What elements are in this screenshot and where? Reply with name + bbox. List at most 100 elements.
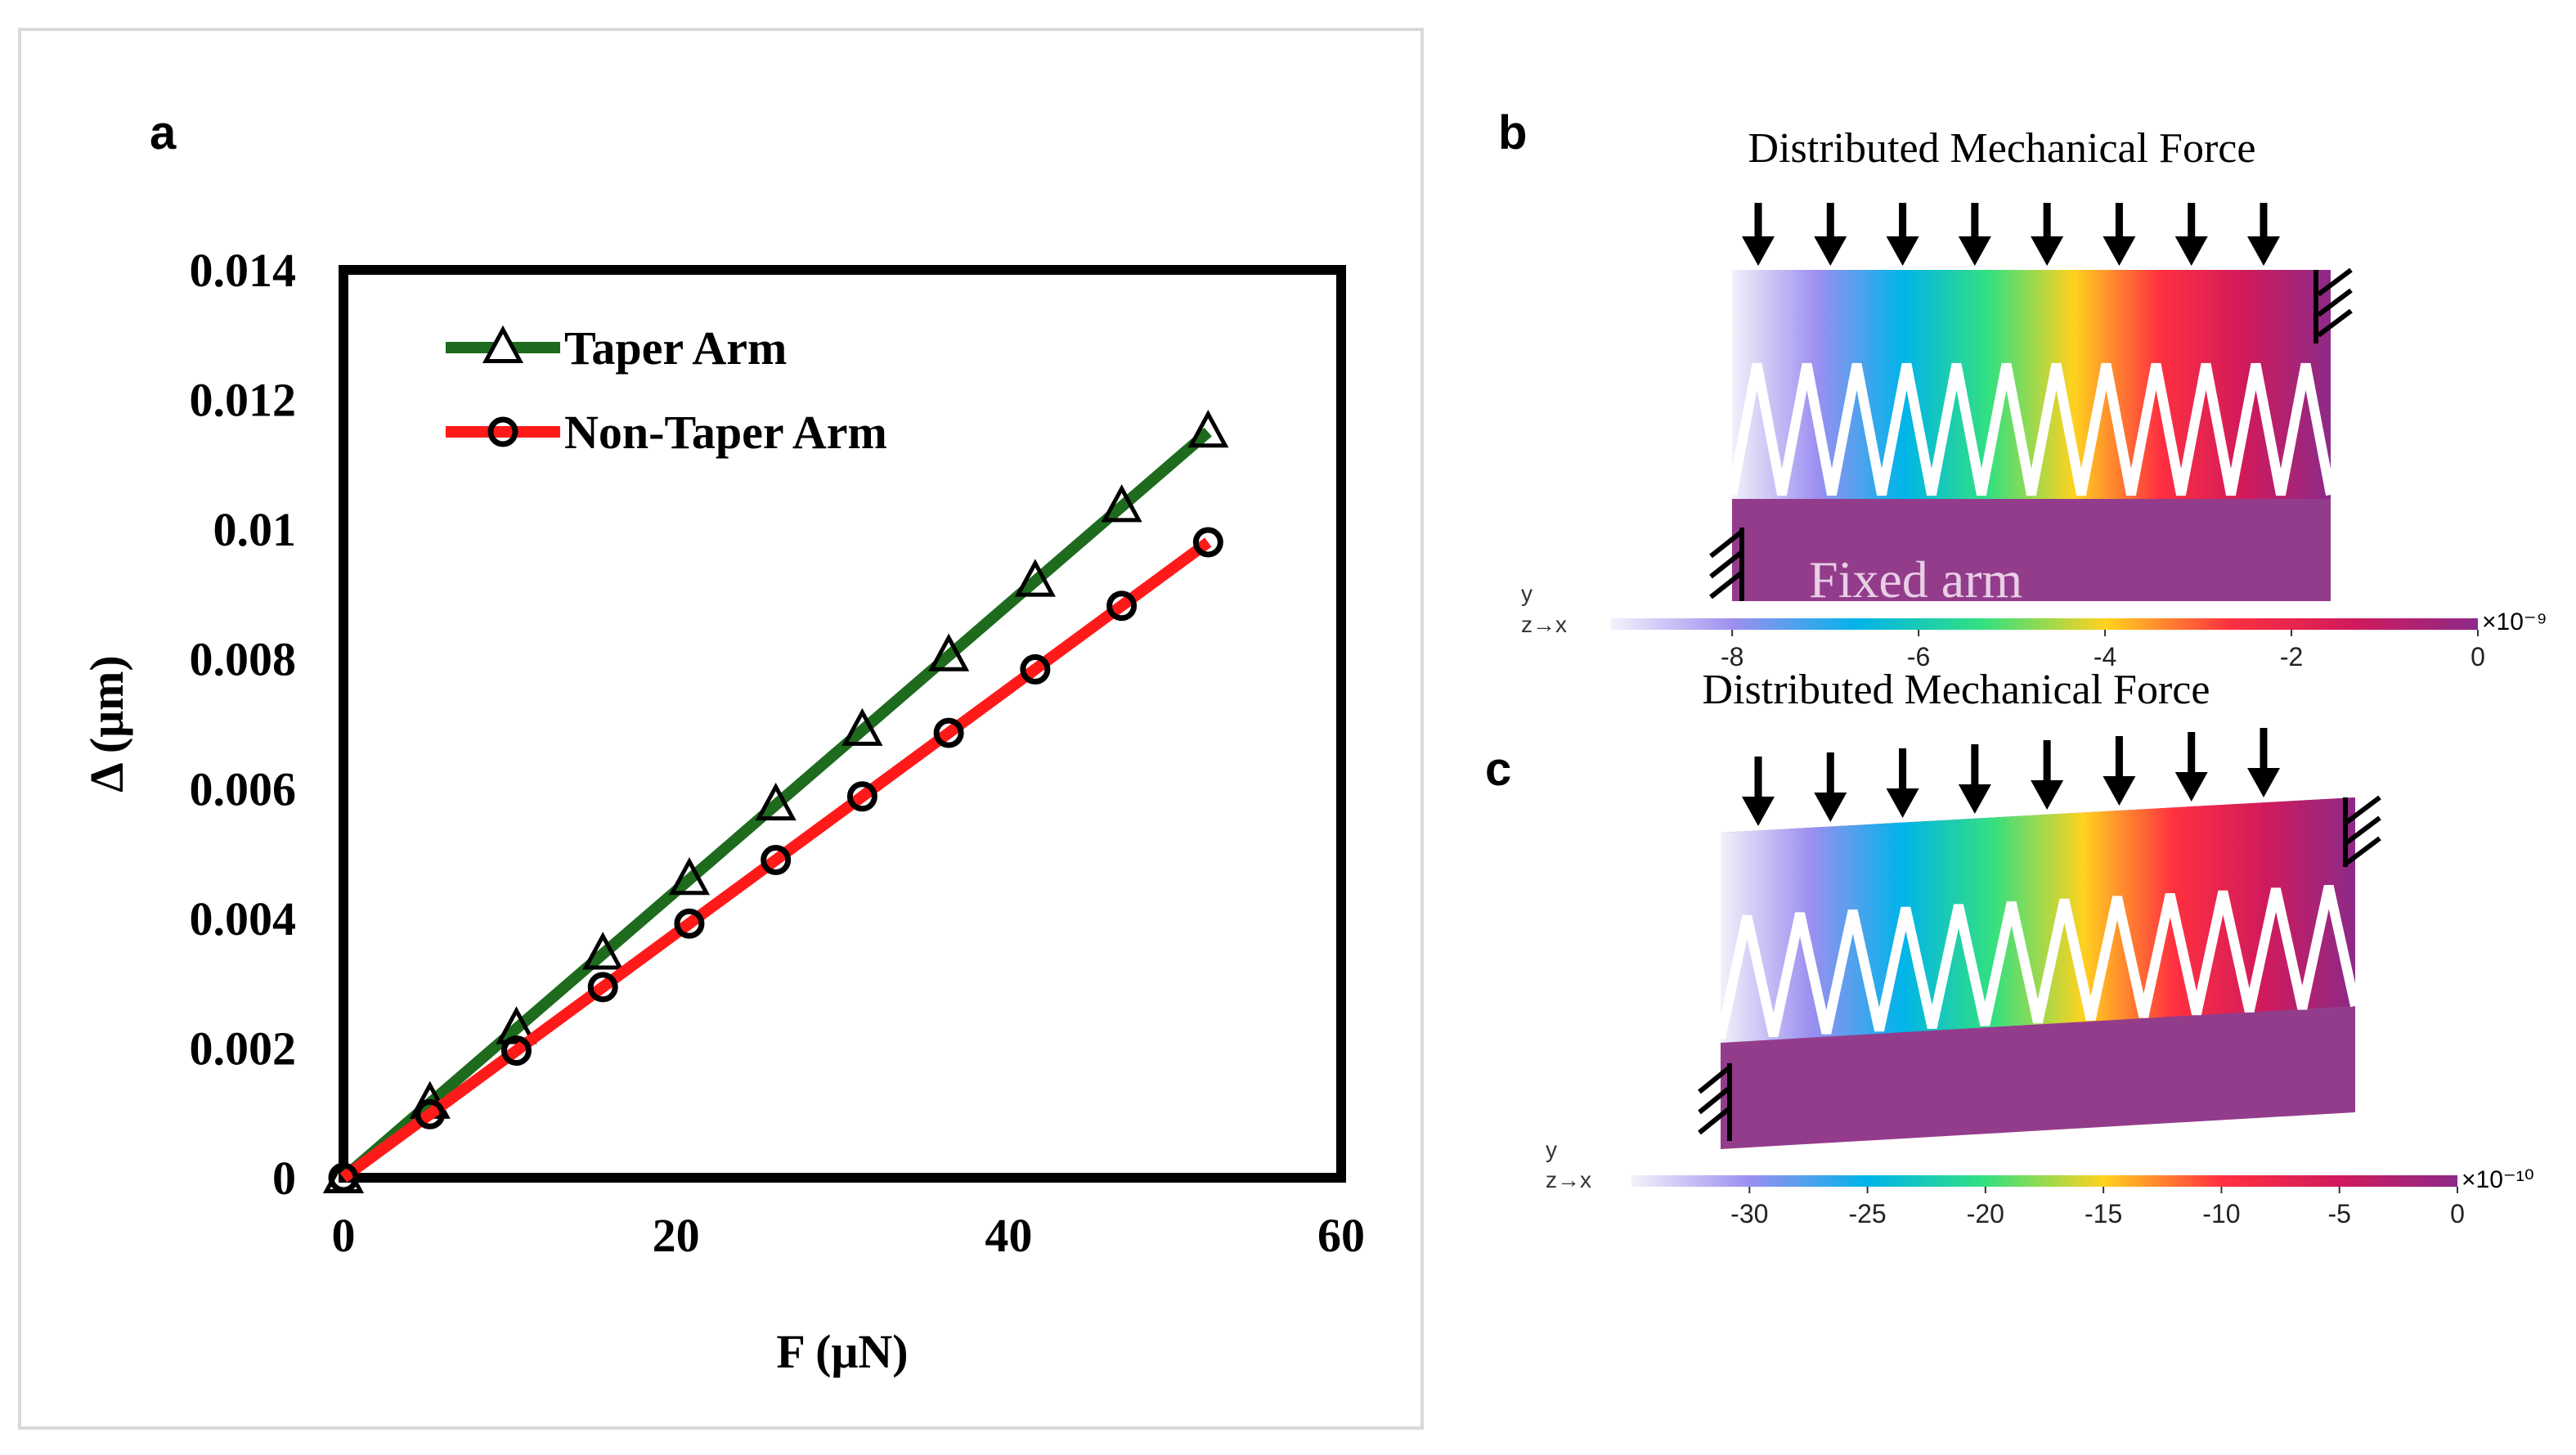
colorbar-tick-label: 0	[2471, 642, 2485, 671]
series-point-taper	[1187, 409, 1229, 448]
series-point-non-taper	[933, 717, 964, 748]
panel-c-title: Distributed Mechanical Force	[1703, 667, 2210, 713]
x-tick-label: 0	[332, 1209, 356, 1262]
panel-c-label: c	[1485, 743, 1511, 796]
series-line-1	[339, 537, 1212, 1183]
colorbar-c-multiplier: ×10⁻¹⁰	[2462, 1166, 2534, 1193]
series-point-taper	[496, 1006, 537, 1044]
y-axis-ticks: 0 0.002 0.004 0.006 0.008 0.01 0.012 0.014	[190, 244, 297, 1205]
force-arrow-head	[2031, 780, 2064, 810]
colorbar-tick-label: 0	[2450, 1199, 2465, 1228]
simulation-c	[1698, 795, 2381, 1149]
plot-area-frame	[339, 265, 1346, 1183]
panel-a-label: a	[150, 106, 177, 159]
comb-gap-c	[1716, 885, 2360, 1040]
y-tick-label: 0.014	[190, 244, 297, 297]
y-tick-label: 0.01	[213, 503, 297, 556]
force-arrow-head	[1814, 793, 1847, 822]
force-arrow-head	[1814, 236, 1847, 266]
colorbar-tick-label: -10	[2202, 1199, 2240, 1228]
series-point-taper	[582, 932, 624, 970]
series-point-taper	[668, 857, 711, 896]
legend-label-0: Taper Arm	[564, 321, 787, 375]
colorbar-b-gradient	[1611, 618, 2478, 630]
force-arrow-head	[2103, 236, 2136, 266]
force-arrow-head	[2174, 236, 2208, 266]
series-point-taper	[1014, 559, 1056, 597]
panel-b-label: b	[1498, 106, 1527, 159]
anchor-hatch-right-b	[2313, 267, 2353, 344]
fixed-arm-label: Fixed arm	[1809, 550, 2022, 608]
y-tick-label: 0.004	[190, 892, 297, 945]
force-arrow-head	[2031, 236, 2064, 266]
colorbar-tick-label: -8	[1721, 642, 1744, 671]
colorbar-tick-label: -4	[2094, 642, 2116, 671]
force-arrow-head	[1958, 236, 1991, 266]
series-point-taper	[841, 707, 883, 746]
colorbar-tick-label: -15	[2085, 1199, 2122, 1228]
series-line-0	[339, 427, 1212, 1183]
series-point-non-taper	[500, 1035, 532, 1067]
series-point-taper	[928, 633, 970, 671]
x-tick-label: 60	[1317, 1209, 1365, 1262]
chart-a: 0 0.002 0.004 0.006 0.008 0.01 0.012 0.014 0 20 4…	[80, 244, 1365, 1378]
anchor-hatch-left-b	[1709, 528, 1744, 601]
force-arrow-head	[1958, 784, 1991, 814]
colorbar-tick-label: -6	[1907, 642, 1930, 671]
movable-arm-b	[1732, 270, 2331, 499]
series-point-non-taper	[328, 1162, 359, 1193]
series-point-non-taper	[761, 845, 792, 875]
x-axis-title: F (μN)	[776, 1325, 908, 1378]
series-point-non-taper	[1106, 591, 1138, 622]
x-tick-label: 40	[985, 1209, 1032, 1262]
axis-triad-c: y z→x	[1546, 1137, 1591, 1192]
series-point-taper	[1101, 484, 1142, 523]
triad-y-c: y	[1546, 1137, 1557, 1162]
colorbar-tick-label: -30	[1730, 1199, 1768, 1228]
legend-marker-0	[482, 325, 524, 363]
force-arrow-head	[1886, 788, 1919, 818]
colorbar-tick-label: -2	[2280, 642, 2303, 671]
y-tick-label: 0.012	[190, 374, 297, 427]
series-point-non-taper	[1192, 527, 1223, 558]
colorbar-b-multiplier: ×10⁻⁹	[2482, 608, 2547, 635]
force-arrows-c	[1742, 728, 2280, 826]
colorbar-b: -8 -6 -4 -2 0 ×10⁻⁹	[1611, 608, 2547, 671]
series-layer	[322, 409, 1229, 1193]
force-arrow-head	[1886, 236, 1919, 266]
panel-a-frame	[18, 28, 1424, 1430]
series-point-non-taper	[674, 908, 705, 939]
force-arrows-b	[1742, 203, 2280, 266]
triad-zx-b: z→x	[1521, 612, 1567, 637]
force-arrow-head	[2174, 772, 2208, 802]
series-point-non-taper	[1020, 653, 1051, 685]
force-arrow-head	[2247, 768, 2280, 797]
colorbar-tick-label: -5	[2327, 1199, 2350, 1228]
simulation-b: Fixed arm	[1709, 267, 2353, 608]
x-tick-label: 20	[653, 1209, 700, 1262]
x-axis-ticks: 0 20 40 60	[332, 1209, 1366, 1262]
anchor-hatch-right-c	[2343, 795, 2381, 867]
series-point-taper	[755, 782, 797, 821]
legend-label-1: Non-Taper Arm	[564, 406, 887, 459]
y-tick-label: 0.008	[190, 633, 297, 686]
force-arrow-head	[1742, 797, 1775, 826]
colorbar-tick-label: -25	[1848, 1199, 1886, 1228]
legend: Taper Arm Non-Taper Arm	[446, 321, 887, 459]
colorbar-tick-label: -20	[1967, 1199, 2004, 1228]
y-tick-label: 0.002	[190, 1022, 297, 1075]
series-point-non-taper	[415, 1098, 446, 1129]
legend-marker-1	[487, 416, 518, 447]
force-arrow-head	[2247, 236, 2280, 266]
series-point-non-taper	[587, 972, 618, 1003]
triad-zx-c: z→x	[1546, 1167, 1591, 1192]
force-arrow-head	[1742, 236, 1775, 266]
colorbar-c: -30 -25 -20 -15 -10 -5 0 ×10⁻¹⁰	[1631, 1166, 2534, 1228]
series-point-non-taper	[846, 781, 877, 812]
anchor-hatch-left-c	[1698, 1063, 1732, 1141]
colorbar-c-gradient	[1631, 1175, 2457, 1187]
axis-triad-b: y z→x	[1521, 581, 1567, 637]
force-arrow-head	[2103, 776, 2136, 806]
y-axis-title: Δ (μm)	[80, 655, 133, 793]
